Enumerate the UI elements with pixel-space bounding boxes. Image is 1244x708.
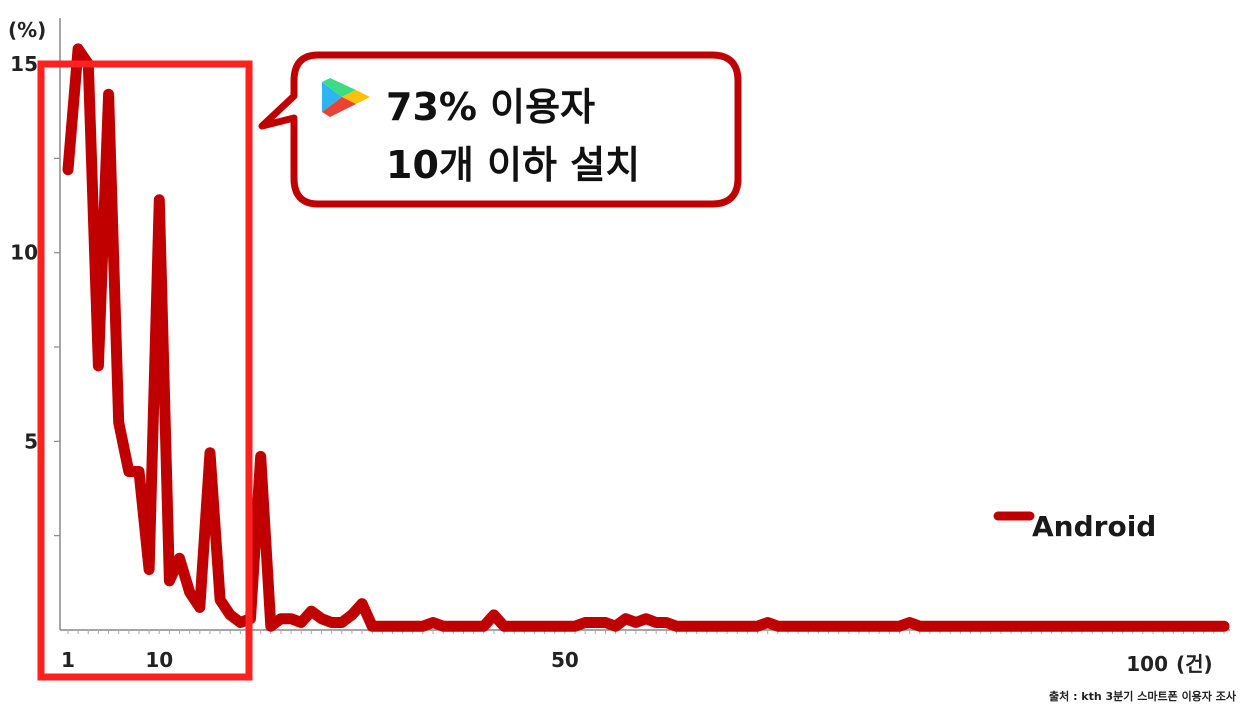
callout-line-2: 10개 이하 설치 [386,143,640,187]
x-tick-label: 50 [551,648,579,672]
x-tick-label: 1 [61,648,75,672]
google-play-icon [322,78,370,117]
x-tick-labels: 1 10 50 100 [61,648,1168,676]
source-note: 출처 : kth 3분기 스마트폰 이용자 조사 [1049,689,1237,703]
callout-bubble [258,51,742,208]
x-unit-label: (건) [1176,652,1213,676]
highlight-box [37,60,253,681]
legend-label-android: Android [1032,510,1156,543]
y-unit-label: (%) [8,18,46,42]
series-line-android [62,43,1230,632]
y-tick-label: 10 [10,241,38,265]
x-tick-label: 10 [145,648,173,672]
y-axis-ticks [54,63,60,537]
callout-line-1: 73% 이용자 [386,85,595,129]
y-tick-label: 5 [24,429,38,453]
y-tick-labels: 5 10 15 [10,52,38,453]
y-tick-label: 15 [10,52,38,76]
x-tick-label: 100 [1126,652,1168,676]
